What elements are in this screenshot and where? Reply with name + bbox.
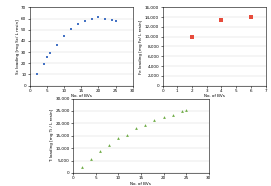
Point <box>41 63 46 66</box>
Point <box>103 17 108 20</box>
Point <box>80 165 84 168</box>
Point <box>110 18 114 21</box>
Point <box>48 52 53 55</box>
X-axis label: No. of BVs: No. of BVs <box>204 94 225 98</box>
Y-axis label: Sc loading [mg Sc/ L resin]: Sc loading [mg Sc/ L resin] <box>16 19 20 74</box>
Point <box>89 17 94 20</box>
Point <box>161 116 166 119</box>
Point <box>249 16 253 19</box>
Point <box>143 123 148 126</box>
Point <box>62 35 66 38</box>
Point <box>152 118 157 121</box>
Point <box>55 44 59 47</box>
Point <box>96 16 101 19</box>
Point <box>45 55 49 58</box>
Point <box>184 108 188 111</box>
Point <box>219 18 224 21</box>
Point <box>190 35 194 38</box>
Point <box>76 23 80 26</box>
Point <box>125 133 130 136</box>
Point <box>170 113 175 116</box>
Point <box>83 19 87 22</box>
Point <box>34 73 39 76</box>
X-axis label: No. of BVs: No. of BVs <box>71 94 92 98</box>
Y-axis label: Fe loading [mg Fe/ L resin]: Fe loading [mg Fe/ L resin] <box>140 19 143 74</box>
Point <box>98 149 102 152</box>
Point <box>179 110 184 113</box>
Point <box>89 158 93 161</box>
Point <box>114 19 118 22</box>
Point <box>116 137 121 140</box>
Point <box>134 127 138 130</box>
Point <box>69 27 73 30</box>
Point <box>107 144 111 147</box>
Y-axis label: Ti loading [mg Ti / L resin]: Ti loading [mg Ti / L resin] <box>50 109 54 162</box>
X-axis label: No. of BVs: No. of BVs <box>130 182 151 186</box>
